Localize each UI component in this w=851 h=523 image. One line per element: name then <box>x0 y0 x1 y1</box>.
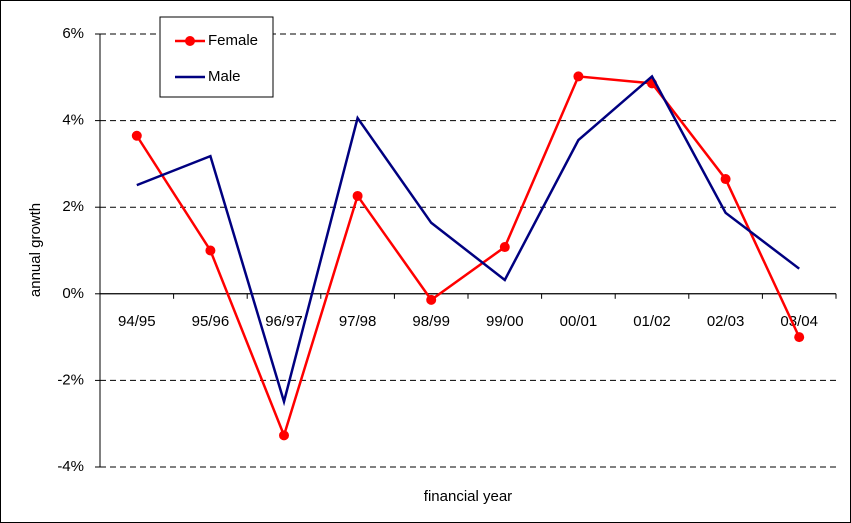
x-tick-label: 98/99 <box>412 313 450 330</box>
x-tick-label: 01/02 <box>633 313 671 330</box>
x-tick-label: 95/96 <box>192 313 230 330</box>
x-tick-label: 03/04 <box>780 313 818 330</box>
data-point <box>499 242 510 253</box>
data-point <box>205 245 216 256</box>
legend-label: Female <box>208 32 258 49</box>
y-tick-label: 2% <box>62 198 84 215</box>
data-point <box>720 174 731 185</box>
y-axis-label: annual growth <box>27 203 44 297</box>
x-axis-label: financial year <box>424 488 512 505</box>
x-tick-label: 94/95 <box>118 313 156 330</box>
data-point <box>279 430 289 441</box>
data-point <box>794 332 805 343</box>
legend-label: Male <box>208 68 241 85</box>
x-tick-label: 02/03 <box>707 313 745 330</box>
y-tick-label: -4% <box>57 458 84 475</box>
data-point <box>573 71 584 82</box>
x-tick-label: 00/01 <box>560 313 598 330</box>
data-point <box>131 130 142 141</box>
legend-marker <box>185 36 195 46</box>
y-tick-label: -2% <box>57 371 84 388</box>
y-tick-label: 0% <box>62 285 84 302</box>
x-tick-label: 96/97 <box>265 313 303 330</box>
data-point <box>426 294 437 305</box>
legend-box <box>159 16 274 98</box>
x-tick-label: 97/98 <box>339 313 377 330</box>
data-point <box>352 190 363 201</box>
y-tick-label: 6% <box>62 25 84 42</box>
series-line <box>135 75 801 440</box>
series-line <box>136 74 800 407</box>
y-tick-label: 4% <box>62 112 84 129</box>
x-tick-label: 99/00 <box>486 313 524 330</box>
